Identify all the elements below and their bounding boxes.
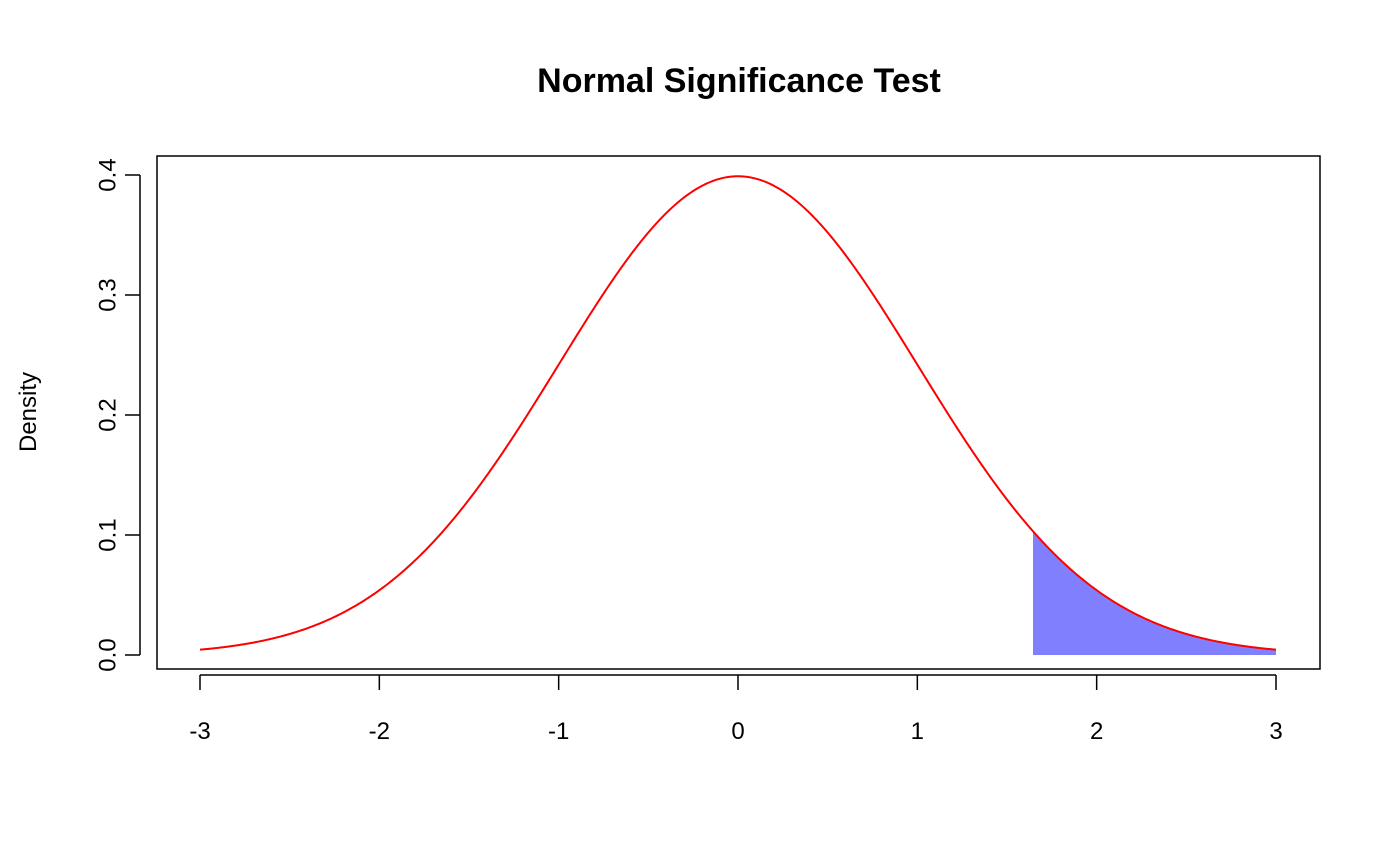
- x-tick-label: 0: [731, 718, 744, 745]
- x-tick-label: 1: [911, 718, 924, 745]
- y-tick-label: 0.4: [95, 158, 122, 191]
- y-tick-label: 0.2: [95, 398, 122, 431]
- shaded-tail-layer: [1033, 531, 1276, 655]
- y-axis: 0.0 0.1 0.2 0.3 0.4: [95, 158, 141, 672]
- x-tick-label: -2: [369, 718, 390, 745]
- y-tick-label: 0.0: [95, 638, 122, 671]
- x-tick-label: -3: [189, 718, 210, 745]
- x-axis: -3 -2 -1 0 1 2 3: [189, 674, 1283, 745]
- plot-frame: [156, 155, 1321, 670]
- x-tick-label: -1: [548, 718, 569, 745]
- y-axis-label: Density: [15, 372, 42, 452]
- y-tick-label: 0.3: [95, 278, 122, 311]
- density-curve-layer: [199, 175, 1277, 651]
- shaded-tail-area: [1033, 531, 1276, 655]
- x-tick-label: 2: [1090, 718, 1103, 745]
- x-tick-label: 3: [1269, 718, 1282, 745]
- y-tick-label: 0.1: [95, 518, 122, 551]
- chart-title: Normal Significance Test: [537, 62, 941, 100]
- density-curve: [199, 175, 1277, 651]
